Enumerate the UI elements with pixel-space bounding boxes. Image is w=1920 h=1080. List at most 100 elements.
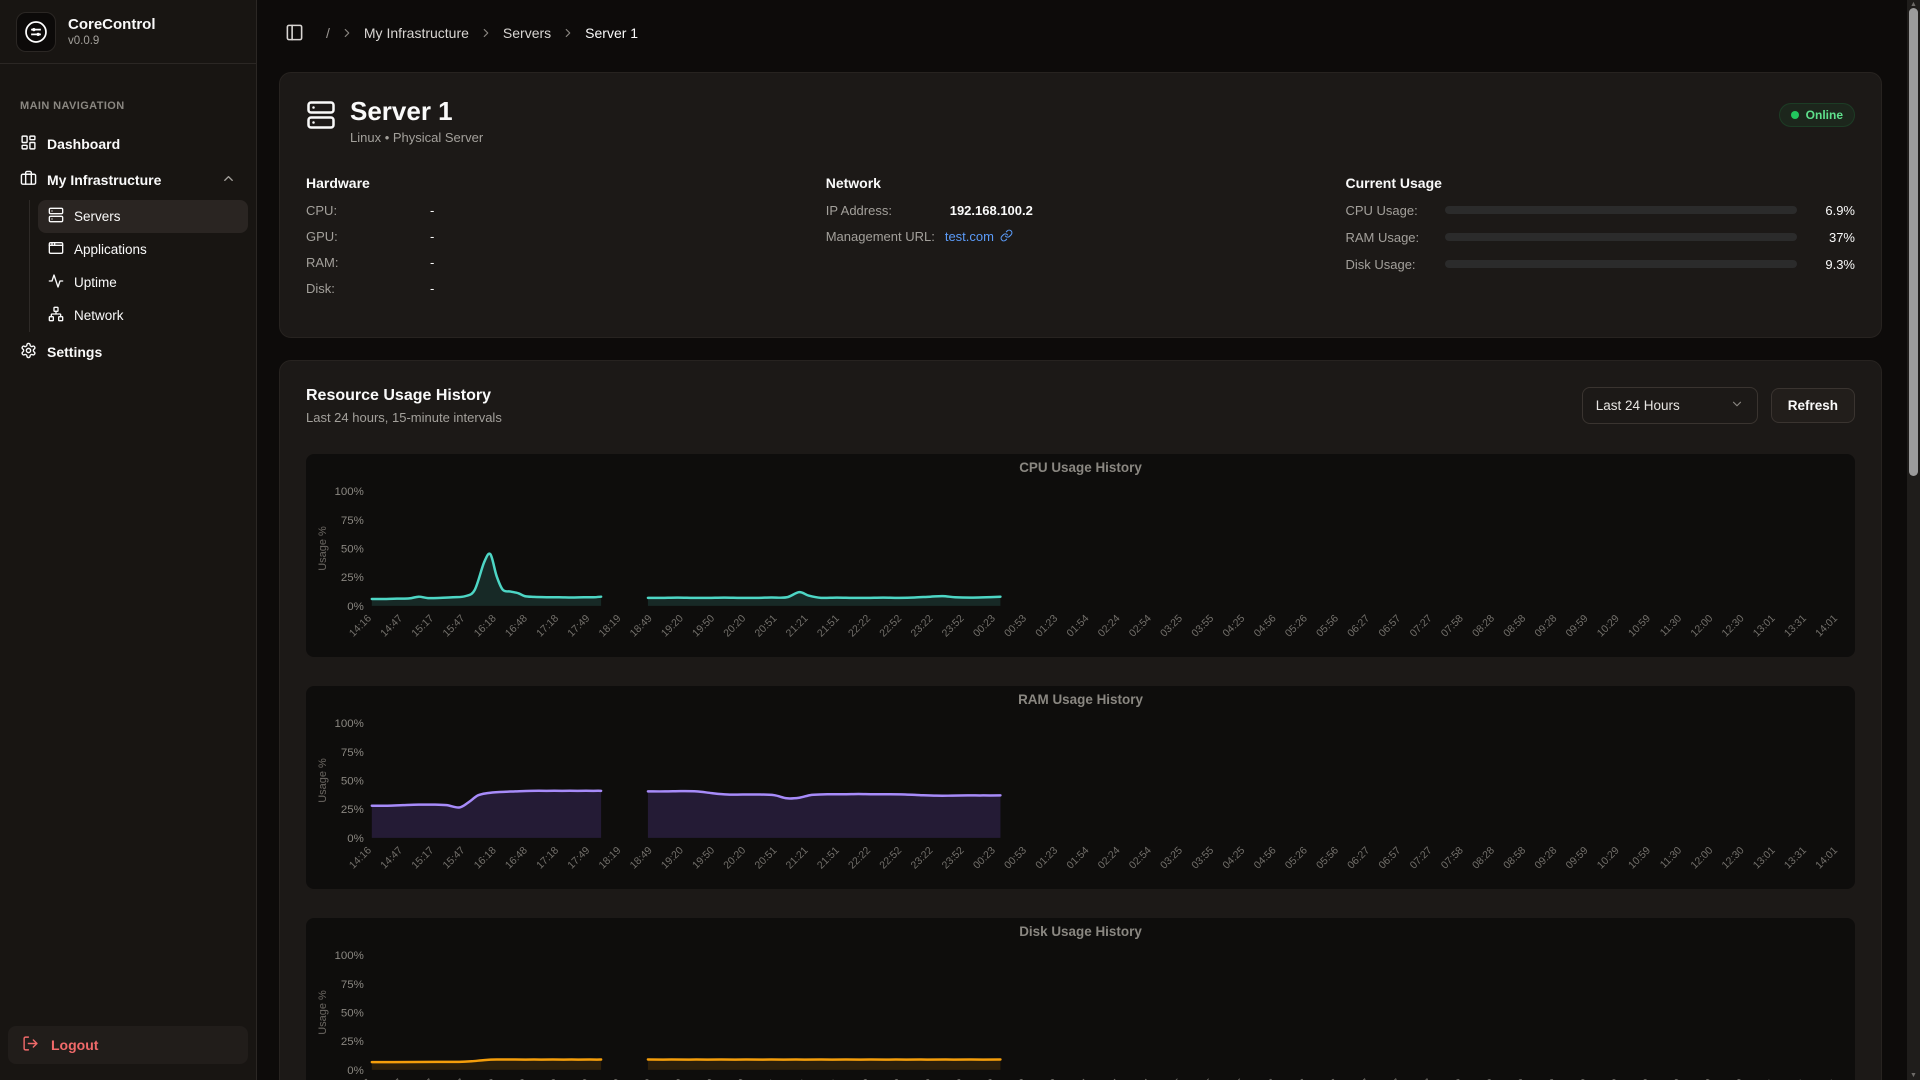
svg-text:12:30: 12:30 — [1720, 845, 1746, 871]
ram-progress-bar — [1445, 233, 1797, 242]
page-scrollbar[interactable]: ▲ ▼ — [1907, 0, 1920, 1080]
sidebar-item-settings[interactable]: Settings — [8, 334, 248, 370]
usage-row-ram: RAM Usage: 37% — [1345, 229, 1855, 245]
online-dot-icon — [1790, 111, 1799, 119]
management-url-link[interactable]: test.com — [944, 229, 994, 245]
time-range-select[interactable]: Last 24 Hours — [1581, 386, 1758, 424]
app-header: CoreControl v0.0.9 — [0, 0, 256, 64]
scroll-up-icon[interactable]: ▲ — [1910, 1, 1917, 8]
svg-text:15:17: 15:17 — [410, 845, 436, 871]
svg-text:03:55: 03:55 — [1190, 613, 1216, 639]
sidebar-item-network[interactable]: Network — [38, 299, 248, 332]
svg-text:12:30: 12:30 — [1720, 1077, 1746, 1080]
svg-text:21:51: 21:51 — [816, 613, 842, 639]
sidebar-item-uptime[interactable]: Uptime — [38, 266, 248, 299]
gear-icon — [20, 342, 37, 362]
breadcrumb-item-servers[interactable]: Servers — [502, 24, 552, 41]
svg-text:06:27: 06:27 — [1346, 845, 1372, 871]
svg-text:04:56: 04:56 — [1252, 845, 1278, 871]
scroll-down-icon[interactable]: ▼ — [1910, 1072, 1917, 1079]
scrollbar-thumb[interactable] — [1909, 8, 1918, 476]
svg-text:100%: 100% — [335, 486, 364, 498]
chevron-right-icon — [479, 26, 493, 40]
sidebar-toggle-button[interactable] — [281, 19, 308, 46]
svg-text:20:20: 20:20 — [722, 845, 748, 871]
server-subtitle: Linux • Physical Server — [350, 129, 484, 145]
network-section: Network IP Address: 192.168.100.2 Manage… — [826, 175, 1346, 307]
svg-text:25%: 25% — [341, 804, 364, 816]
sidebar-item-my-infrastructure[interactable]: My Infrastructure — [8, 162, 248, 198]
sidebar-item-dashboard[interactable]: Dashboard — [8, 126, 248, 162]
logout-button[interactable]: Logout — [8, 1026, 248, 1064]
svg-text:15:17: 15:17 — [410, 613, 436, 639]
ram-usage-chart: RAM Usage History 100% 75% 50% 25% 0% Usage % 1… — [306, 685, 1855, 889]
app-window-icon — [48, 240, 64, 259]
svg-text:25%: 25% — [341, 1036, 364, 1048]
link-icon — [1000, 229, 1013, 245]
svg-text:08:28: 08:28 — [1471, 613, 1497, 639]
breadcrumb-item-infrastructure[interactable]: My Infrastructure — [363, 24, 469, 41]
dashboard-icon — [20, 134, 37, 154]
svg-text:09:28: 09:28 — [1533, 845, 1559, 871]
current-usage-section: Current Usage CPU Usage: 6.9% RAM Usage:… — [1345, 175, 1855, 307]
svg-text:02:24: 02:24 — [1096, 613, 1122, 639]
usage-row-disk: Disk Usage: 9.3% — [1345, 256, 1855, 272]
breadcrumb-item-current: Server 1 — [585, 24, 639, 41]
svg-text:20:20: 20:20 — [722, 613, 748, 639]
svg-text:13:31: 13:31 — [1783, 1077, 1809, 1080]
svg-text:Usage %: Usage % — [317, 526, 329, 571]
svg-text:17:49: 17:49 — [566, 845, 592, 871]
svg-text:07:58: 07:58 — [1440, 613, 1466, 639]
svg-text:12:00: 12:00 — [1689, 845, 1715, 871]
svg-text:19:50: 19:50 — [691, 1077, 717, 1080]
app-logo-icon — [16, 11, 56, 52]
hardware-row-gpu: GPU: - — [306, 228, 435, 244]
svg-text:09:59: 09:59 — [1564, 613, 1590, 639]
svg-text:00:53: 00:53 — [1003, 613, 1029, 639]
svg-text:08:28: 08:28 — [1471, 1077, 1497, 1080]
svg-text:75%: 75% — [341, 746, 364, 758]
history-title: Resource Usage History — [306, 386, 491, 404]
svg-text:22:52: 22:52 — [878, 613, 904, 639]
refresh-button[interactable]: Refresh — [1770, 387, 1855, 423]
hardware-heading: Hardware — [306, 174, 370, 191]
svg-text:04:25: 04:25 — [1221, 845, 1247, 871]
svg-text:03:55: 03:55 — [1190, 845, 1216, 871]
svg-text:17:49: 17:49 — [566, 1077, 592, 1080]
svg-text:12:30: 12:30 — [1720, 613, 1746, 639]
svg-text:16:18: 16:18 — [472, 845, 498, 871]
svg-text:03:25: 03:25 — [1159, 1077, 1185, 1080]
svg-text:13:01: 13:01 — [1751, 845, 1777, 871]
svg-text:14:47: 14:47 — [379, 613, 405, 639]
svg-text:14:16: 14:16 — [348, 613, 374, 639]
sidebar-item-servers[interactable]: Servers — [38, 200, 248, 233]
sidebar-item-applications[interactable]: Applications — [38, 233, 248, 266]
infrastructure-submenu: Servers Applications Uptime Network — [29, 200, 248, 332]
svg-text:21:21: 21:21 — [784, 1077, 810, 1080]
svg-text:23:52: 23:52 — [940, 613, 966, 639]
svg-text:06:27: 06:27 — [1346, 1077, 1372, 1080]
svg-text:20:51: 20:51 — [753, 845, 779, 871]
svg-text:08:58: 08:58 — [1502, 845, 1528, 871]
svg-text:0%: 0% — [347, 600, 364, 612]
svg-text:22:22: 22:22 — [847, 613, 873, 639]
svg-text:07:27: 07:27 — [1408, 613, 1434, 639]
svg-text:05:26: 05:26 — [1284, 1077, 1310, 1080]
svg-text:21:51: 21:51 — [816, 845, 842, 871]
svg-text:14:01: 14:01 — [1814, 1077, 1840, 1080]
app-version: v0.0.9 — [68, 35, 100, 47]
svg-text:15:47: 15:47 — [441, 613, 467, 639]
svg-text:07:58: 07:58 — [1440, 1077, 1466, 1080]
svg-text:12:00: 12:00 — [1689, 613, 1715, 639]
sidebar: CoreControl v0.0.9 MAIN NAVIGATION Dashb… — [0, 0, 257, 1080]
breadcrumb-root[interactable]: / — [326, 24, 330, 41]
svg-text:17:49: 17:49 — [566, 613, 592, 639]
svg-text:09:28: 09:28 — [1533, 1077, 1559, 1080]
svg-text:19:20: 19:20 — [660, 1077, 686, 1080]
svg-text:18:49: 18:49 — [628, 1077, 654, 1080]
svg-text:22:52: 22:52 — [878, 845, 904, 871]
svg-text:0%: 0% — [347, 832, 364, 844]
svg-text:00:53: 00:53 — [1003, 845, 1029, 871]
svg-text:17:18: 17:18 — [535, 613, 561, 639]
svg-text:25%: 25% — [341, 572, 364, 584]
